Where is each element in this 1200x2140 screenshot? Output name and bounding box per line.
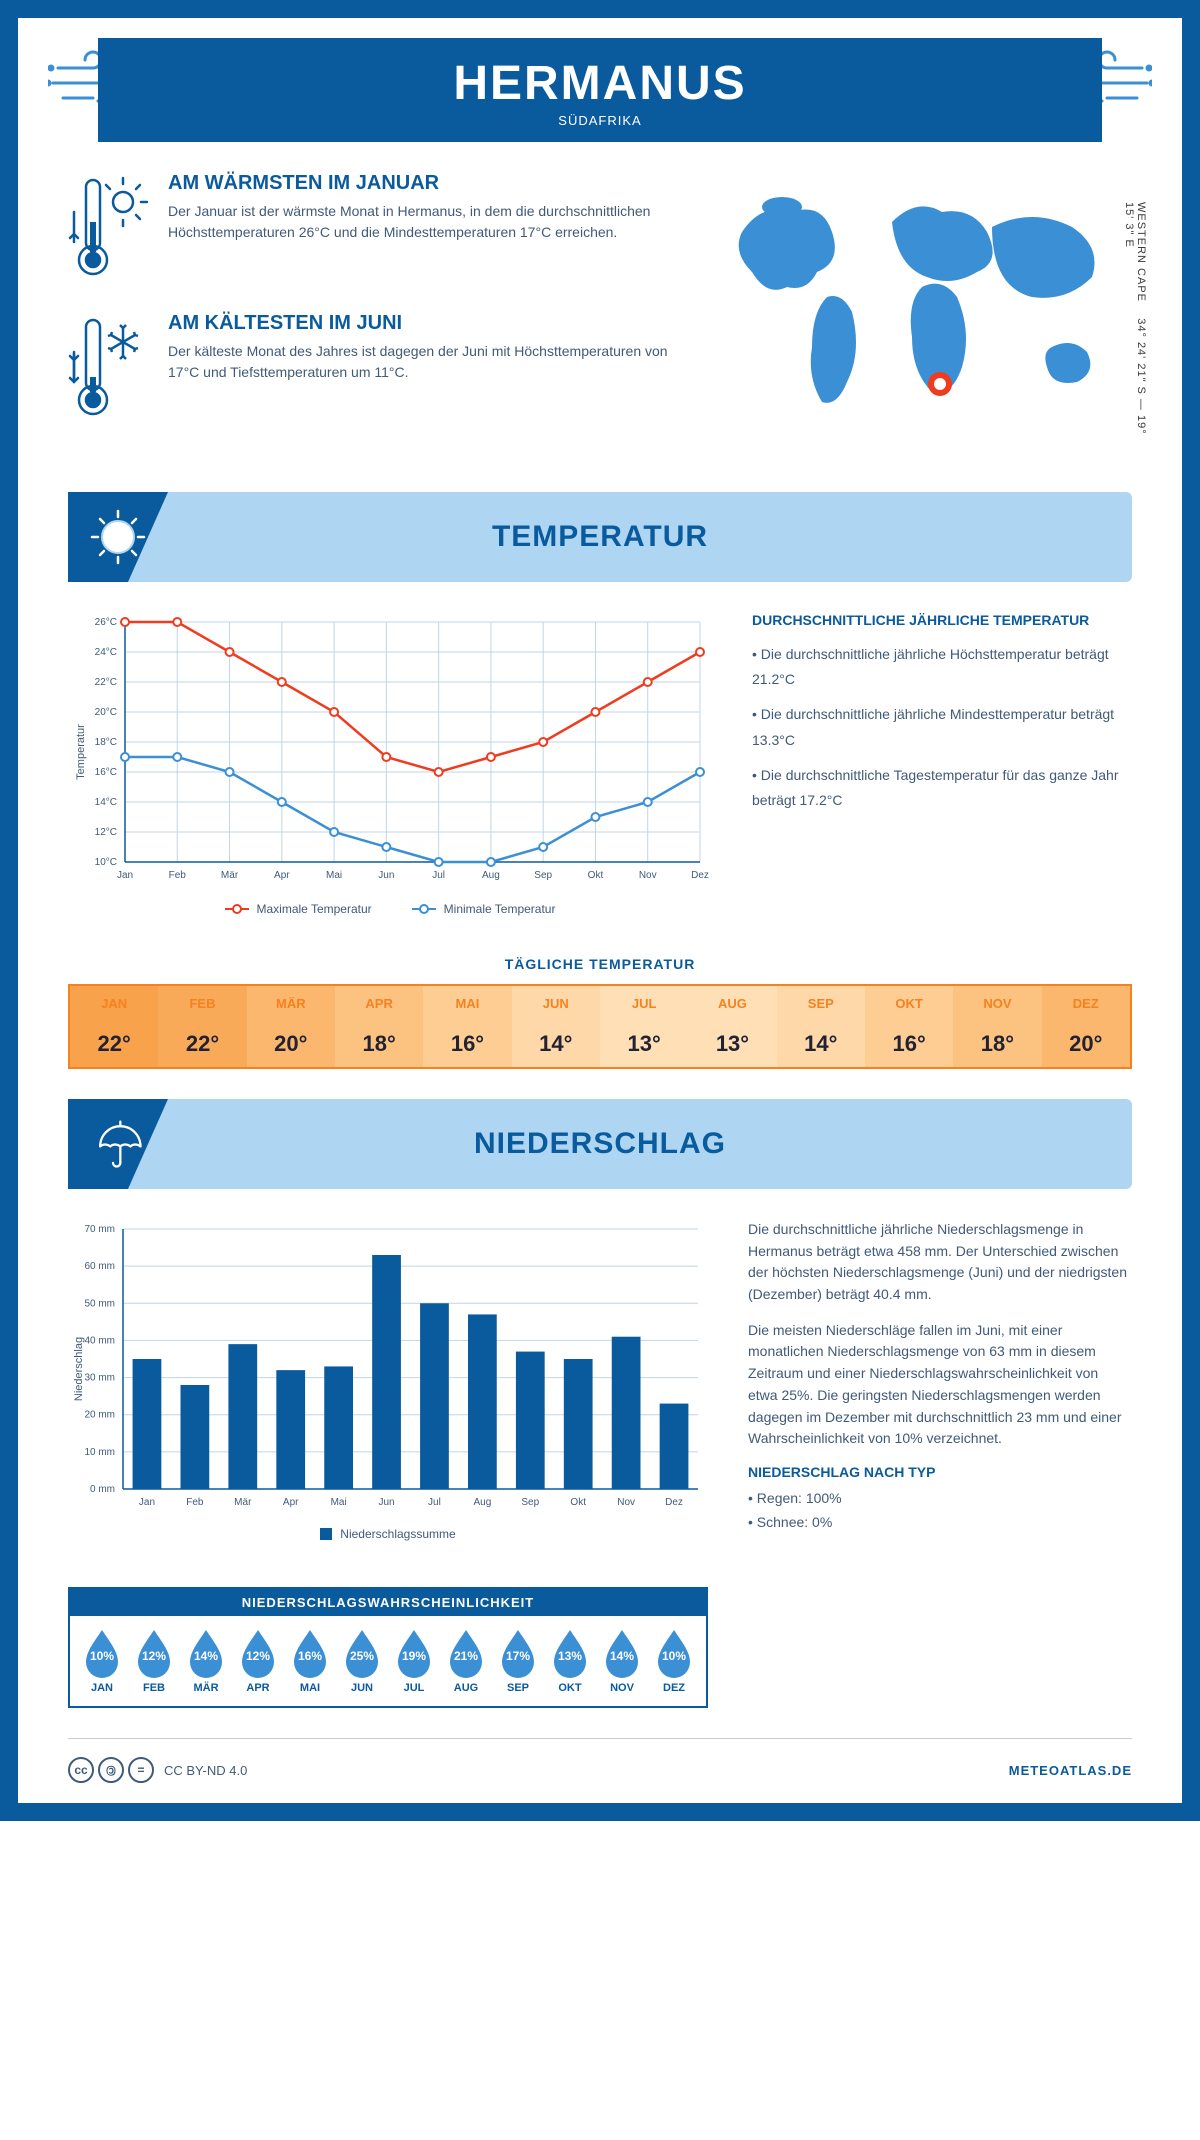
svg-text:0 mm: 0 mm bbox=[90, 1484, 115, 1495]
svg-text:Jun: Jun bbox=[378, 870, 394, 881]
svg-text:Nov: Nov bbox=[639, 870, 657, 881]
warmest-text: Der Januar ist der wärmste Monat in Herm… bbox=[168, 201, 682, 243]
cc-icons: cc🄯= bbox=[68, 1757, 154, 1783]
svg-text:26°C: 26°C bbox=[95, 617, 117, 628]
svg-text:Mai: Mai bbox=[331, 1497, 347, 1508]
temperature-section-banner: TEMPERATUR bbox=[68, 492, 1132, 582]
svg-text:30 mm: 30 mm bbox=[84, 1373, 115, 1384]
svg-text:10°C: 10°C bbox=[95, 857, 117, 868]
svg-text:Feb: Feb bbox=[169, 870, 187, 881]
svg-text:20°C: 20°C bbox=[95, 707, 117, 718]
svg-text:Temperatur: Temperatur bbox=[75, 724, 87, 780]
svg-text:Dez: Dez bbox=[691, 870, 709, 881]
svg-text:Aug: Aug bbox=[482, 870, 500, 881]
svg-text:Sep: Sep bbox=[534, 870, 552, 881]
svg-text:Apr: Apr bbox=[274, 870, 290, 881]
svg-text:Mär: Mär bbox=[221, 870, 239, 881]
svg-text:12°C: 12°C bbox=[95, 827, 117, 838]
precip-chart-legend: Niederschlagssumme bbox=[68, 1527, 708, 1541]
svg-text:Okt: Okt bbox=[570, 1497, 586, 1508]
thermometer-snow-icon bbox=[68, 312, 148, 427]
coordinates: WESTERN CAPE 34° 24' 21" S — 19° 15' 3" … bbox=[1123, 202, 1147, 452]
svg-text:Jun: Jun bbox=[378, 1497, 394, 1508]
svg-text:18°C: 18°C bbox=[95, 737, 117, 748]
svg-text:Mai: Mai bbox=[326, 870, 342, 881]
temperature-summary: DURCHSCHNITTLICHE JÄHRLICHE TEMPERATUR •… bbox=[752, 612, 1132, 916]
svg-text:10 mm: 10 mm bbox=[84, 1447, 115, 1458]
precip-bar-chart: 0 mm 10 mm 20 mm 30 mm 40 mm 50 mm 60 mm 70 mm J… bbox=[68, 1219, 708, 1519]
brand-text: METEOATLAS.DE bbox=[1009, 1763, 1132, 1778]
svg-text:Nov: Nov bbox=[617, 1497, 635, 1508]
svg-text:Okt: Okt bbox=[588, 870, 604, 881]
svg-text:Sep: Sep bbox=[521, 1497, 539, 1508]
svg-text:60 mm: 60 mm bbox=[84, 1261, 115, 1272]
coldest-text: Der kälteste Monat des Jahres ist dagege… bbox=[168, 341, 682, 383]
daily-temp-table: JANFEBMÄRAPRMAIJUNJULAUGSEPOKTNOVDEZ22°2… bbox=[68, 984, 1132, 1069]
temp-chart-legend: Maximale Temperatur Minimale Temperatur bbox=[68, 902, 712, 916]
license-text: CC BY-ND 4.0 bbox=[164, 1763, 247, 1778]
svg-text:Mär: Mär bbox=[234, 1497, 252, 1508]
warmest-title: AM WÄRMSTEN IM JANUAR bbox=[168, 172, 682, 195]
svg-text:Jul: Jul bbox=[428, 1497, 441, 1508]
city-title: HERMANUS bbox=[98, 56, 1102, 111]
svg-text:40 mm: 40 mm bbox=[84, 1335, 115, 1346]
svg-text:70 mm: 70 mm bbox=[84, 1224, 115, 1235]
svg-text:Jul: Jul bbox=[432, 870, 445, 881]
svg-text:16°C: 16°C bbox=[95, 767, 117, 778]
svg-text:Niederschlag: Niederschlag bbox=[73, 1337, 85, 1401]
coldest-fact: AM KÄLTESTEN IM JUNI Der kälteste Monat … bbox=[68, 312, 682, 427]
temperature-line-chart: 10°C 12°C 14°C 16°C 18°C 20°C 22°C 24°C 26°C Jan F… bbox=[68, 612, 712, 892]
sun-icon bbox=[68, 492, 168, 582]
precip-probability-box: NIEDERSCHLAGSWAHRSCHEINLICHKEIT 10%JAN12… bbox=[68, 1587, 708, 1708]
precip-heading: NIEDERSCHLAG bbox=[474, 1127, 726, 1161]
precip-summary: Die durchschnittliche jährliche Niedersc… bbox=[748, 1219, 1128, 1547]
svg-text:Feb: Feb bbox=[186, 1497, 204, 1508]
country-subtitle: SÜDAFRIKA bbox=[98, 113, 1102, 128]
thermometer-sun-icon bbox=[68, 172, 148, 287]
svg-text:14°C: 14°C bbox=[95, 797, 117, 808]
svg-text:Dez: Dez bbox=[665, 1497, 683, 1508]
svg-text:22°C: 22°C bbox=[95, 677, 117, 688]
coldest-title: AM KÄLTESTEN IM JUNI bbox=[168, 312, 682, 335]
svg-text:Jan: Jan bbox=[139, 1497, 155, 1508]
world-map: WESTERN CAPE 34° 24' 21" S — 19° 15' 3" … bbox=[712, 172, 1132, 452]
temperature-heading: TEMPERATUR bbox=[492, 520, 708, 554]
daily-temp-title: TÄGLICHE TEMPERATUR bbox=[18, 956, 1182, 972]
svg-text:50 mm: 50 mm bbox=[84, 1298, 115, 1309]
page-header: HERMANUS SÜDAFRIKA bbox=[98, 38, 1102, 142]
svg-text:20 mm: 20 mm bbox=[84, 1410, 115, 1421]
svg-text:Aug: Aug bbox=[473, 1497, 491, 1508]
page-footer: cc🄯= CC BY-ND 4.0 METEOATLAS.DE bbox=[68, 1738, 1132, 1803]
svg-text:Jan: Jan bbox=[117, 870, 133, 881]
umbrella-icon bbox=[68, 1099, 168, 1189]
precip-section-banner: NIEDERSCHLAG bbox=[68, 1099, 1132, 1189]
warmest-fact: AM WÄRMSTEN IM JANUAR Der Januar ist der… bbox=[68, 172, 682, 287]
svg-text:Apr: Apr bbox=[283, 1497, 299, 1508]
svg-text:24°C: 24°C bbox=[95, 647, 117, 658]
